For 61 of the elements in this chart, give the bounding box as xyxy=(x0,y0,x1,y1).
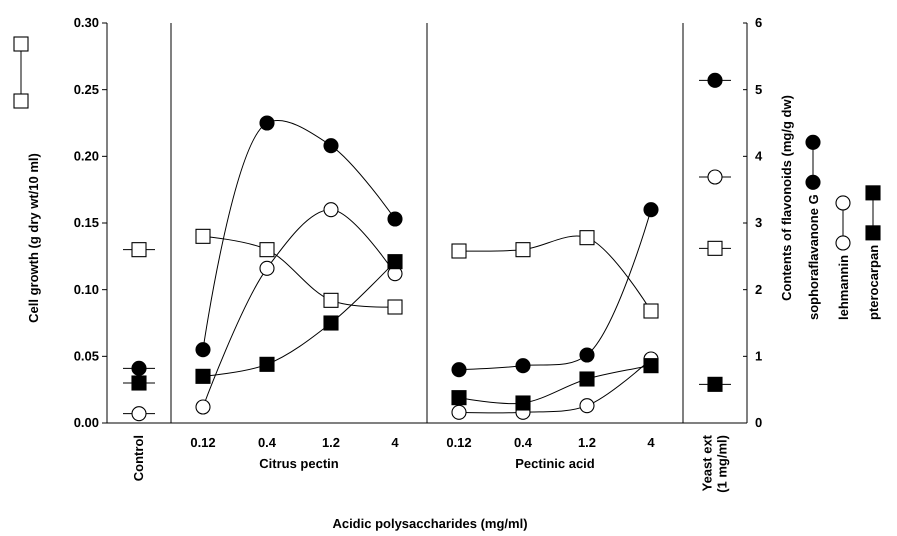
x-tick-label: 0.4 xyxy=(258,435,277,450)
point xyxy=(579,347,595,363)
x-tick-label: 4 xyxy=(647,435,656,450)
y-tick-label: 0.15 xyxy=(74,215,99,230)
y-tick-label: 0.10 xyxy=(74,282,99,297)
point xyxy=(579,398,595,414)
point xyxy=(515,358,531,374)
y-tick-label: 0.25 xyxy=(74,82,99,97)
point xyxy=(387,299,403,315)
y2-tick-label: 1 xyxy=(755,348,762,364)
point xyxy=(643,303,659,319)
x-tick-label: 0.12 xyxy=(190,435,216,450)
point xyxy=(643,358,659,374)
x-tick-label: 1.2 xyxy=(578,435,596,450)
x-axis-title: Citrus pectin xyxy=(259,456,339,471)
y2-tick-label: 0 xyxy=(755,415,762,430)
point xyxy=(387,254,403,270)
y2-tick-label: 6 xyxy=(755,15,762,30)
point xyxy=(579,230,595,246)
x-tick-label: 1.2 xyxy=(322,435,340,450)
point xyxy=(451,362,467,378)
point xyxy=(259,260,275,276)
y-tick-label: 0.05 xyxy=(74,348,99,364)
y2-tick-label: 3 xyxy=(755,215,762,230)
y2-tick-label: 4 xyxy=(755,148,763,164)
x-axis-title: Pectinic acid xyxy=(515,456,595,471)
point xyxy=(515,242,531,258)
y2-axis-title: Contents of flavonoids (mg/g dw) xyxy=(779,95,794,301)
y2-tick-label: 2 xyxy=(755,282,762,297)
point xyxy=(195,342,211,358)
legend-label: lehmannin xyxy=(836,254,851,320)
x-tick-label: 0.12 xyxy=(446,435,472,450)
point xyxy=(643,202,659,218)
legend-label: pterocarpan xyxy=(866,244,881,320)
point xyxy=(579,371,595,387)
x-tick-label: Yeast ext (1 mg/ml) xyxy=(700,434,730,493)
y-axis-title: Cell growth (g dry wt/10 ml) xyxy=(26,153,41,323)
point xyxy=(323,202,339,218)
x-tick-label: Control xyxy=(131,435,146,482)
x-tick-label: 0.4 xyxy=(514,435,533,450)
point xyxy=(387,211,403,227)
point xyxy=(451,390,467,406)
y-tick-label: 0.20 xyxy=(74,148,99,164)
point xyxy=(259,356,275,372)
point xyxy=(195,399,211,415)
point xyxy=(451,404,467,420)
legend-label: sophoraflavanone G xyxy=(806,194,821,320)
text: Acidic polysaccharides (mg/ml) xyxy=(332,516,528,531)
y-tick-label: 0.00 xyxy=(74,415,99,430)
point xyxy=(195,368,211,384)
y-tick-label: 0.30 xyxy=(74,15,99,30)
point xyxy=(451,243,467,259)
point xyxy=(195,228,211,244)
point xyxy=(259,115,275,131)
point xyxy=(259,242,275,258)
point xyxy=(323,292,339,308)
point xyxy=(515,395,531,411)
point xyxy=(323,315,339,331)
y2-tick-label: 5 xyxy=(755,82,762,97)
x-tick-label: 4 xyxy=(391,435,400,450)
point xyxy=(323,138,339,154)
